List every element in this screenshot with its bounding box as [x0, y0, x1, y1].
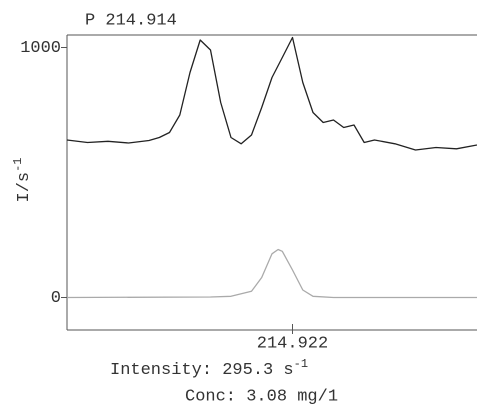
- y-label-text: I/s: [15, 172, 34, 203]
- annotation: Intensity: 295.3 s-1: [110, 357, 308, 380]
- y-tick-label: 1000: [20, 39, 61, 58]
- y-axis-label: I/s-1: [11, 157, 34, 202]
- annotation-sup: -1: [294, 357, 308, 371]
- data-line: [66, 36, 477, 151]
- annotation-text: Intensity: 295.3 s: [110, 361, 294, 380]
- annotation: Conc: 3.08 mg/1: [185, 387, 338, 406]
- data-line: [66, 248, 477, 299]
- x-tick-label: 214.922: [257, 334, 328, 353]
- chart-title: P 214.914: [85, 11, 177, 30]
- y-label-sup: -1: [11, 157, 25, 171]
- y-tick-label: 0: [51, 289, 61, 308]
